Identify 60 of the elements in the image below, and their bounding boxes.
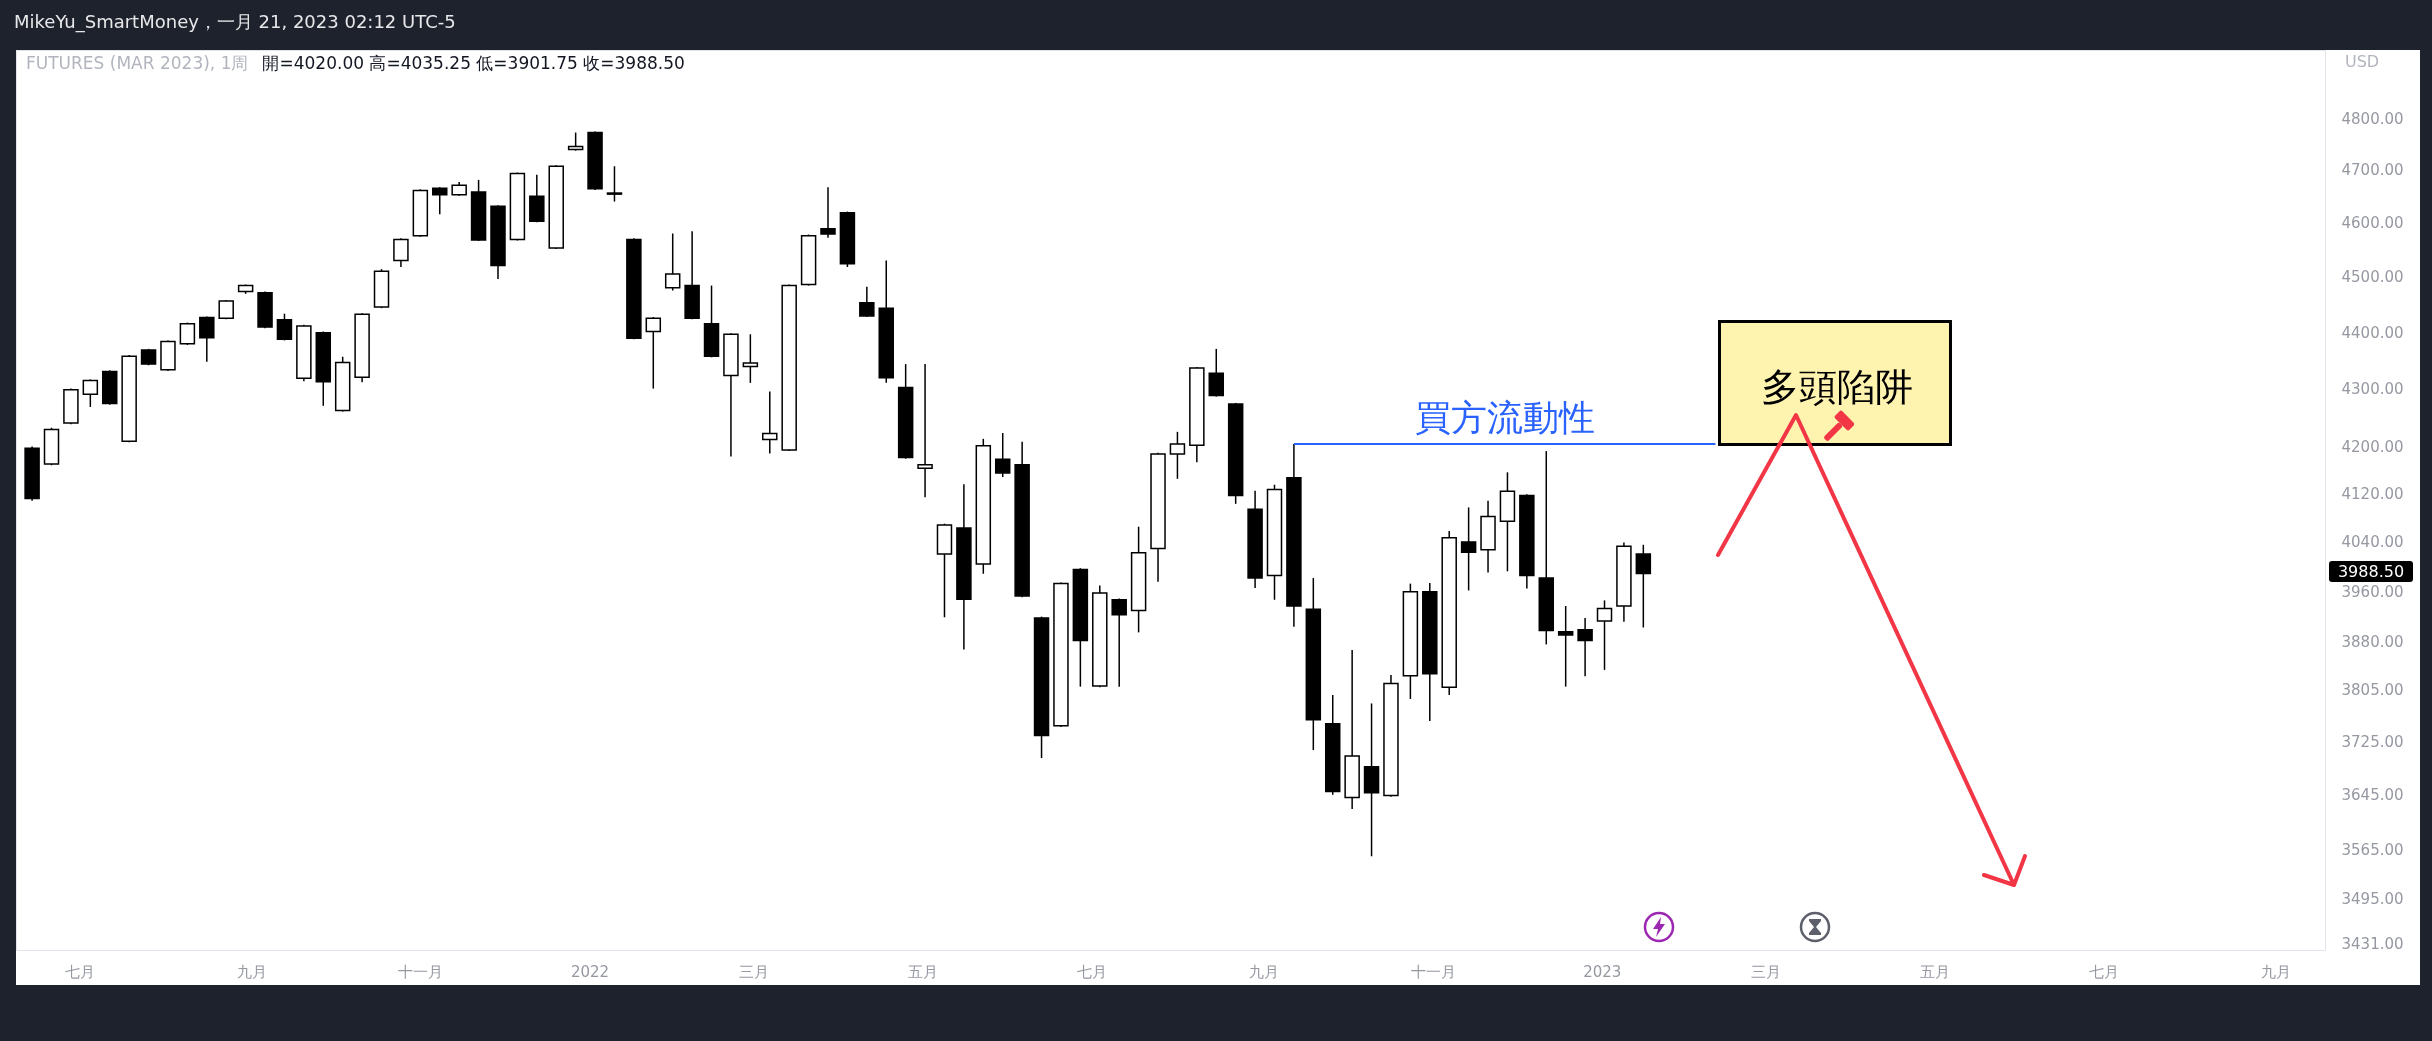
candlestick bbox=[276, 312, 293, 342]
x-tick-label: 九月 bbox=[236, 962, 267, 981]
candlestick bbox=[82, 378, 99, 408]
y-tick-label: 4600.00 bbox=[2341, 214, 2404, 233]
y-tick-label: 3495.00 bbox=[2341, 889, 2404, 908]
x-tick-label: 十一月 bbox=[398, 962, 444, 981]
candlestick bbox=[1111, 597, 1127, 688]
candlestick bbox=[664, 232, 681, 292]
x-tick-label: 九月 bbox=[2261, 962, 2292, 981]
y-tick-label: 3960.00 bbox=[2341, 582, 2404, 601]
y-tick-label: 3725.00 bbox=[2341, 732, 2404, 751]
candlestick bbox=[742, 333, 759, 384]
x-tick-label: 九月 bbox=[1248, 962, 1279, 981]
candlestick bbox=[1208, 348, 1225, 398]
candlestick bbox=[1169, 431, 1186, 480]
x-tick-label: 七月 bbox=[2089, 962, 2120, 981]
y-tick-label: 3431.00 bbox=[2341, 935, 2404, 954]
chart-subtitle: 開=4020.00 高=4035.25 低=3901.75 收=3988.50 bbox=[262, 53, 685, 73]
x-tick-label: 十一月 bbox=[1410, 962, 1456, 981]
text: MikeYu_SmartMoney，一月 21, 2023 02:12 UTC-5 bbox=[14, 10, 456, 34]
candlestick bbox=[917, 363, 933, 499]
candlestick bbox=[432, 186, 448, 216]
x-tick-label: 三月 bbox=[738, 962, 769, 981]
y-tick-label: 4700.00 bbox=[2341, 161, 2404, 180]
y-tick-label: 3565.00 bbox=[2341, 840, 2404, 859]
y-axis-title: USD bbox=[2345, 52, 2380, 71]
y-tick-label: 4120.00 bbox=[2341, 485, 2404, 504]
candlestick bbox=[199, 315, 215, 363]
candlestick bbox=[1635, 544, 1652, 629]
chart-title: FUTURES (MAR 2023), 1周 bbox=[26, 53, 249, 73]
candlestick bbox=[994, 432, 1011, 478]
candlestick bbox=[606, 165, 623, 203]
y-tick-label: 4300.00 bbox=[2341, 380, 2404, 399]
x-tick-label: 2022 bbox=[570, 962, 610, 981]
x-tick-label: 七月 bbox=[1076, 962, 1107, 981]
y-tick-label: 4200.00 bbox=[2341, 437, 2404, 456]
candlestick bbox=[1557, 605, 1574, 688]
y-tick-label: 4500.00 bbox=[2341, 268, 2404, 287]
candlestick bbox=[820, 186, 836, 239]
y-tick-label: 3645.00 bbox=[2341, 786, 2404, 805]
text: 3988.50 bbox=[2329, 561, 2413, 583]
x-tick-label: 五月 bbox=[907, 962, 938, 981]
y-tick-label: 3805.00 bbox=[2341, 680, 2404, 699]
candlestick bbox=[1460, 506, 1477, 592]
x-tick-label: 三月 bbox=[1750, 962, 1781, 981]
y-tick-label: 4040.00 bbox=[2341, 533, 2404, 552]
x-tick-label: 七月 bbox=[64, 962, 95, 981]
y-tick-label: 4400.00 bbox=[2341, 323, 2404, 342]
candlestick bbox=[645, 316, 662, 390]
x-tick-label: 2023 bbox=[1583, 962, 1622, 981]
y-tick-label: 4800.00 bbox=[2341, 109, 2404, 128]
series-label: 買方流動性 bbox=[1414, 397, 1595, 439]
x-tick-label: 五月 bbox=[1920, 962, 1951, 981]
candlestick bbox=[1577, 617, 1593, 678]
candlestick bbox=[1596, 599, 1613, 671]
annotation: 多頭陷阱 bbox=[1760, 364, 1914, 411]
candlestick bbox=[393, 237, 409, 268]
y-tick-label: 3880.00 bbox=[2341, 632, 2404, 651]
candlestick bbox=[762, 390, 778, 455]
candlestick bbox=[859, 285, 875, 318]
